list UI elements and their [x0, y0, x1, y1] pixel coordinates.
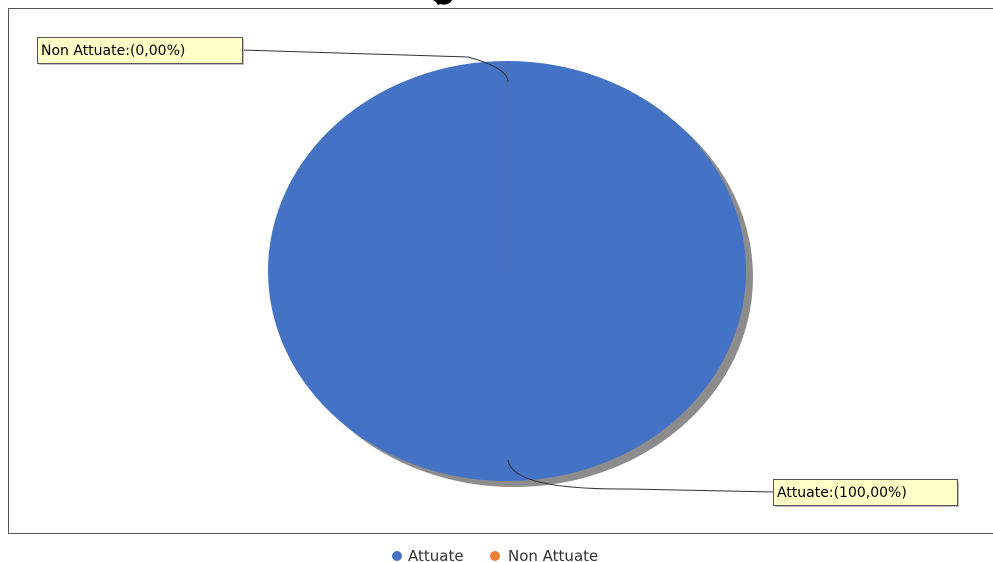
legend: Attuate Non Attuate — [392, 547, 598, 562]
label-box-non-attuate — [37, 37, 243, 64]
legend-marker-non-attuate — [490, 551, 500, 561]
leader-line-non-attuate — [241, 49, 509, 83]
legend-marker-attuate — [392, 551, 402, 561]
legend-label-attuate: Attuate — [408, 547, 464, 562]
legend-label-non-attuate: Non Attuate — [508, 547, 598, 562]
slice-label-attuate: Attuate:(100,00%) — [777, 485, 907, 501]
title-fragment — [433, 0, 452, 5]
leader-line-attuate — [507, 459, 774, 493]
label-box-attuate — [773, 479, 958, 506]
slice-label-non-attuate: Non Attuate:(0,00%) — [41, 43, 185, 59]
